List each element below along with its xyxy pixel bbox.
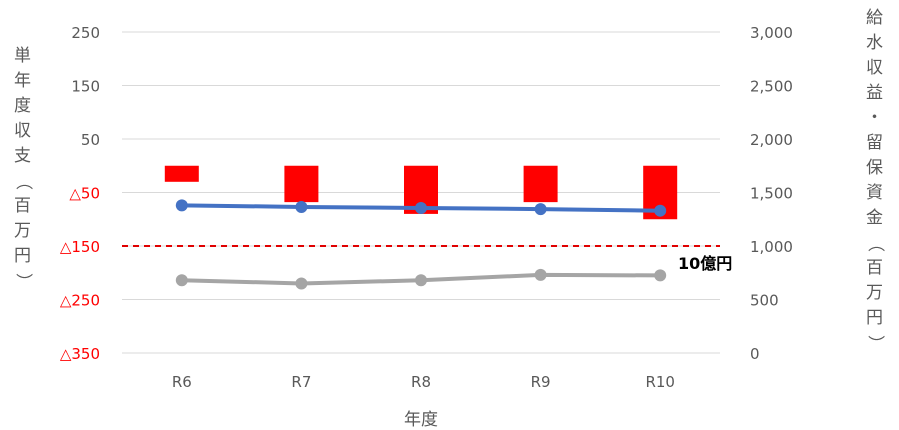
axis-title-char: 百 bbox=[866, 258, 883, 278]
axis-title-char: 円 bbox=[866, 308, 883, 328]
left-tick-label: △350 bbox=[60, 345, 100, 363]
left-tick-label: △50 bbox=[69, 185, 100, 203]
right-tick-label: 500 bbox=[750, 292, 779, 310]
right-tick-label: 2,000 bbox=[750, 131, 793, 149]
left-tick-label: △250 bbox=[60, 292, 100, 310]
bar bbox=[284, 165, 319, 203]
axis-title-char: 給 bbox=[866, 8, 883, 28]
series-point bbox=[534, 203, 547, 216]
axis-title-char: 単 bbox=[14, 46, 31, 66]
series-point bbox=[654, 204, 667, 217]
series-point bbox=[654, 269, 667, 282]
axis-title-char: 資 bbox=[866, 183, 883, 203]
left-tick-label: △150 bbox=[60, 238, 100, 256]
series-point bbox=[534, 268, 547, 281]
axis-title-char: 万 bbox=[866, 283, 883, 303]
right-axis-ticks: 3,000 2,500 2,000 1,500 1,000 500 0 bbox=[750, 24, 793, 363]
axis-title-char: 百 bbox=[14, 196, 31, 216]
axis-title-char: ） bbox=[13, 273, 33, 290]
x-tick-label: R10 bbox=[645, 373, 675, 391]
left-tick-label: 50 bbox=[81, 131, 100, 149]
x-axis-categories: R6 R7 R8 R9 R10 bbox=[172, 373, 675, 391]
axis-title-char: 度 bbox=[14, 96, 31, 116]
axis-title-char: 収 bbox=[14, 121, 31, 141]
axis-title-char: 水 bbox=[866, 33, 883, 53]
axis-title-char: （ bbox=[865, 235, 885, 252]
axis-title-char: ） bbox=[865, 335, 885, 352]
left-tick-label: 250 bbox=[71, 24, 100, 42]
x-tick-label: R9 bbox=[531, 373, 551, 391]
axis-title-char: 留 bbox=[866, 133, 883, 153]
left-axis-title: 単年度収支 （ 百万円 ） bbox=[13, 44, 33, 294]
axis-title-char: （ bbox=[13, 173, 33, 190]
axis-title-char: ・ bbox=[866, 108, 883, 128]
axis-title-char: 金 bbox=[866, 208, 883, 228]
right-tick-label: 0 bbox=[750, 345, 760, 363]
left-axis-ticks: 250 150 50 △50 △150 △250 △350 bbox=[60, 24, 100, 363]
right-axis-title: 給水収益・留保資金 （ 百万円 ） bbox=[865, 6, 885, 356]
axis-title-char: 年 bbox=[14, 71, 31, 91]
axis-title-char: 支 bbox=[14, 146, 31, 166]
series-point bbox=[415, 274, 427, 287]
right-tick-label: 1,000 bbox=[750, 238, 793, 256]
x-tick-label: R6 bbox=[172, 373, 192, 391]
bar bbox=[523, 165, 558, 203]
x-axis-title: 年度 bbox=[404, 410, 438, 430]
x-tick-label: R8 bbox=[411, 373, 431, 391]
series-point bbox=[295, 277, 308, 290]
series-point bbox=[295, 200, 308, 213]
axis-title-char: 益 bbox=[866, 83, 883, 103]
left-tick-label: 150 bbox=[71, 78, 100, 96]
bar bbox=[164, 165, 199, 182]
right-tick-label: 1,500 bbox=[750, 185, 793, 203]
series-point bbox=[415, 202, 427, 215]
axis-title-char: 円 bbox=[14, 246, 31, 266]
reference-line-group: 10億円 bbox=[122, 245, 732, 273]
x-tick-label: R7 bbox=[291, 373, 311, 391]
series-point bbox=[175, 199, 188, 212]
right-tick-label: 3,000 bbox=[750, 24, 793, 42]
series-point bbox=[175, 274, 188, 287]
axis-title-char: 保 bbox=[866, 158, 883, 178]
right-tick-label: 2,500 bbox=[750, 78, 793, 96]
axis-title-char: 万 bbox=[14, 221, 31, 241]
line-series bbox=[175, 199, 667, 290]
axis-title-char: 収 bbox=[866, 58, 883, 78]
reference-line-label: 10億円 bbox=[678, 254, 732, 273]
